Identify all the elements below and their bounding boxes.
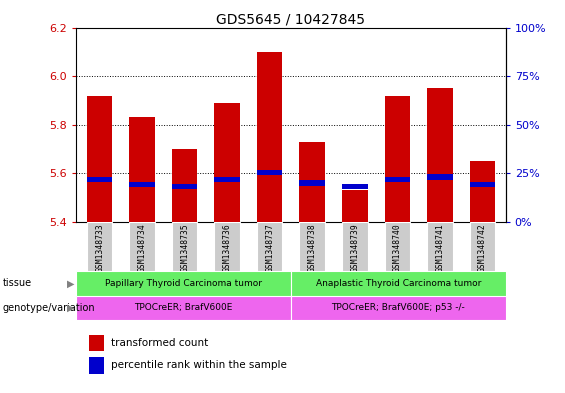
Text: GSM1348740: GSM1348740 xyxy=(393,224,402,272)
Bar xyxy=(291,271,506,296)
Bar xyxy=(129,118,155,222)
Bar xyxy=(172,184,197,189)
Text: genotype/variation: genotype/variation xyxy=(3,303,95,313)
Bar xyxy=(76,271,291,296)
Bar xyxy=(427,222,453,271)
Text: Anaplastic Thyroid Carcinoma tumor: Anaplastic Thyroid Carcinoma tumor xyxy=(316,279,481,288)
Bar xyxy=(257,52,282,222)
Bar xyxy=(129,222,155,271)
Bar xyxy=(172,222,197,271)
Text: ▶: ▶ xyxy=(67,278,74,288)
Bar xyxy=(299,142,325,222)
Bar xyxy=(87,177,112,182)
Bar xyxy=(89,335,104,351)
Text: GSM1348736: GSM1348736 xyxy=(223,224,232,272)
Title: GDS5645 / 10427845: GDS5645 / 10427845 xyxy=(216,12,366,26)
Text: TPOCreER; BrafV600E: TPOCreER; BrafV600E xyxy=(134,303,233,312)
Bar xyxy=(257,169,282,175)
Bar xyxy=(427,88,453,222)
Bar xyxy=(89,357,104,373)
Bar xyxy=(342,191,367,222)
Bar xyxy=(76,296,291,320)
Bar xyxy=(385,222,410,271)
Bar xyxy=(257,222,282,271)
Bar xyxy=(342,184,367,189)
Text: GSM1348734: GSM1348734 xyxy=(138,224,147,272)
Text: GSM1348742: GSM1348742 xyxy=(478,224,487,272)
Text: GSM1348733: GSM1348733 xyxy=(95,224,104,272)
Bar xyxy=(470,222,495,271)
Bar xyxy=(87,95,112,222)
Text: TPOCreER; BrafV600E; p53 -/-: TPOCreER; BrafV600E; p53 -/- xyxy=(332,303,465,312)
Bar xyxy=(342,222,367,271)
Bar xyxy=(215,177,240,182)
Text: tissue: tissue xyxy=(3,278,32,288)
Bar xyxy=(299,222,325,271)
Text: percentile rank within the sample: percentile rank within the sample xyxy=(111,360,286,371)
Bar xyxy=(427,174,453,180)
Text: GSM1348738: GSM1348738 xyxy=(308,224,317,272)
Bar xyxy=(129,182,155,187)
Bar xyxy=(172,149,197,222)
Bar xyxy=(87,222,112,271)
Bar xyxy=(385,95,410,222)
Bar xyxy=(291,296,506,320)
Bar xyxy=(470,161,495,222)
Text: GSM1348741: GSM1348741 xyxy=(435,224,444,272)
Text: ▶: ▶ xyxy=(67,303,74,313)
Bar xyxy=(470,182,495,187)
Text: GSM1348735: GSM1348735 xyxy=(180,224,189,272)
Text: GSM1348737: GSM1348737 xyxy=(265,224,274,272)
Bar xyxy=(215,103,240,222)
Bar xyxy=(215,222,240,271)
Bar xyxy=(385,177,410,182)
Text: transformed count: transformed count xyxy=(111,338,208,348)
Text: Papillary Thyroid Carcinoma tumor: Papillary Thyroid Carcinoma tumor xyxy=(105,279,262,288)
Text: GSM1348739: GSM1348739 xyxy=(350,224,359,272)
Bar xyxy=(299,180,325,186)
